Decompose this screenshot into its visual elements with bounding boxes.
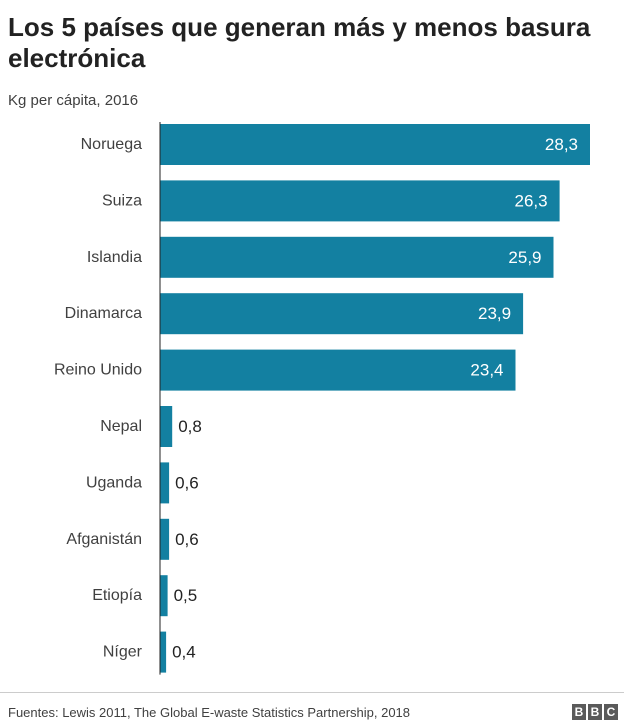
category-label: Islandia [87, 249, 142, 266]
category-label: Noruega [81, 136, 142, 153]
bar-3 [160, 293, 524, 335]
category-label: Reino Unido [54, 362, 142, 379]
category-label: Nepal [100, 418, 142, 435]
category-label: Suiza [102, 192, 142, 209]
source-note: Fuentes: Lewis 2011, The Global E-waste … [8, 705, 411, 720]
bbc-logo-letter: B [572, 704, 586, 720]
bbc-logo-letter: C [604, 704, 618, 720]
bbc-logo: B B C [572, 704, 618, 720]
bar-4 [160, 349, 516, 391]
category-label: Níger [103, 644, 143, 661]
bar-7 [160, 518, 170, 560]
category-label: Afganistán [66, 531, 142, 548]
value-label: 0,6 [175, 530, 199, 549]
category-label: Dinamarca [65, 305, 142, 322]
chart-subtitle: Kg per cápita, 2016 [8, 92, 139, 109]
footer-divider [0, 692, 624, 693]
value-label: 28,3 [545, 135, 578, 154]
value-label: 26,3 [515, 191, 548, 210]
category-label: Etiopía [92, 587, 142, 604]
value-label: 23,9 [478, 304, 511, 323]
bars-group: Noruega 28,3 Suiza 26,3 Islandia 25,9 Dinamarc… [54, 124, 590, 673]
category-label: Uganda [86, 474, 142, 491]
value-label: 0,8 [178, 417, 202, 436]
bbc-logo-letter: B [588, 704, 602, 720]
chart-title: Los 5 países que generan más y menos bas… [8, 12, 591, 73]
bar-6 [160, 462, 170, 504]
bar-chart: Noruega 28,3 Suiza 26,3 Islandia 25,9 Dinamarc… [54, 122, 590, 675]
bar-8 [160, 575, 168, 617]
bar-5 [160, 406, 173, 447]
bar-2 [160, 236, 554, 278]
value-label: 25,9 [508, 248, 541, 267]
footer: Fuentes: Lewis 2011, The Global E-waste … [0, 692, 624, 724]
bar-1 [160, 180, 560, 222]
bar-0 [160, 124, 590, 165]
value-label: 0,4 [172, 643, 196, 662]
value-label: 0,6 [175, 473, 199, 492]
value-label: 23,4 [470, 361, 503, 380]
value-label: 0,5 [174, 586, 198, 605]
bar-9 [160, 631, 167, 673]
